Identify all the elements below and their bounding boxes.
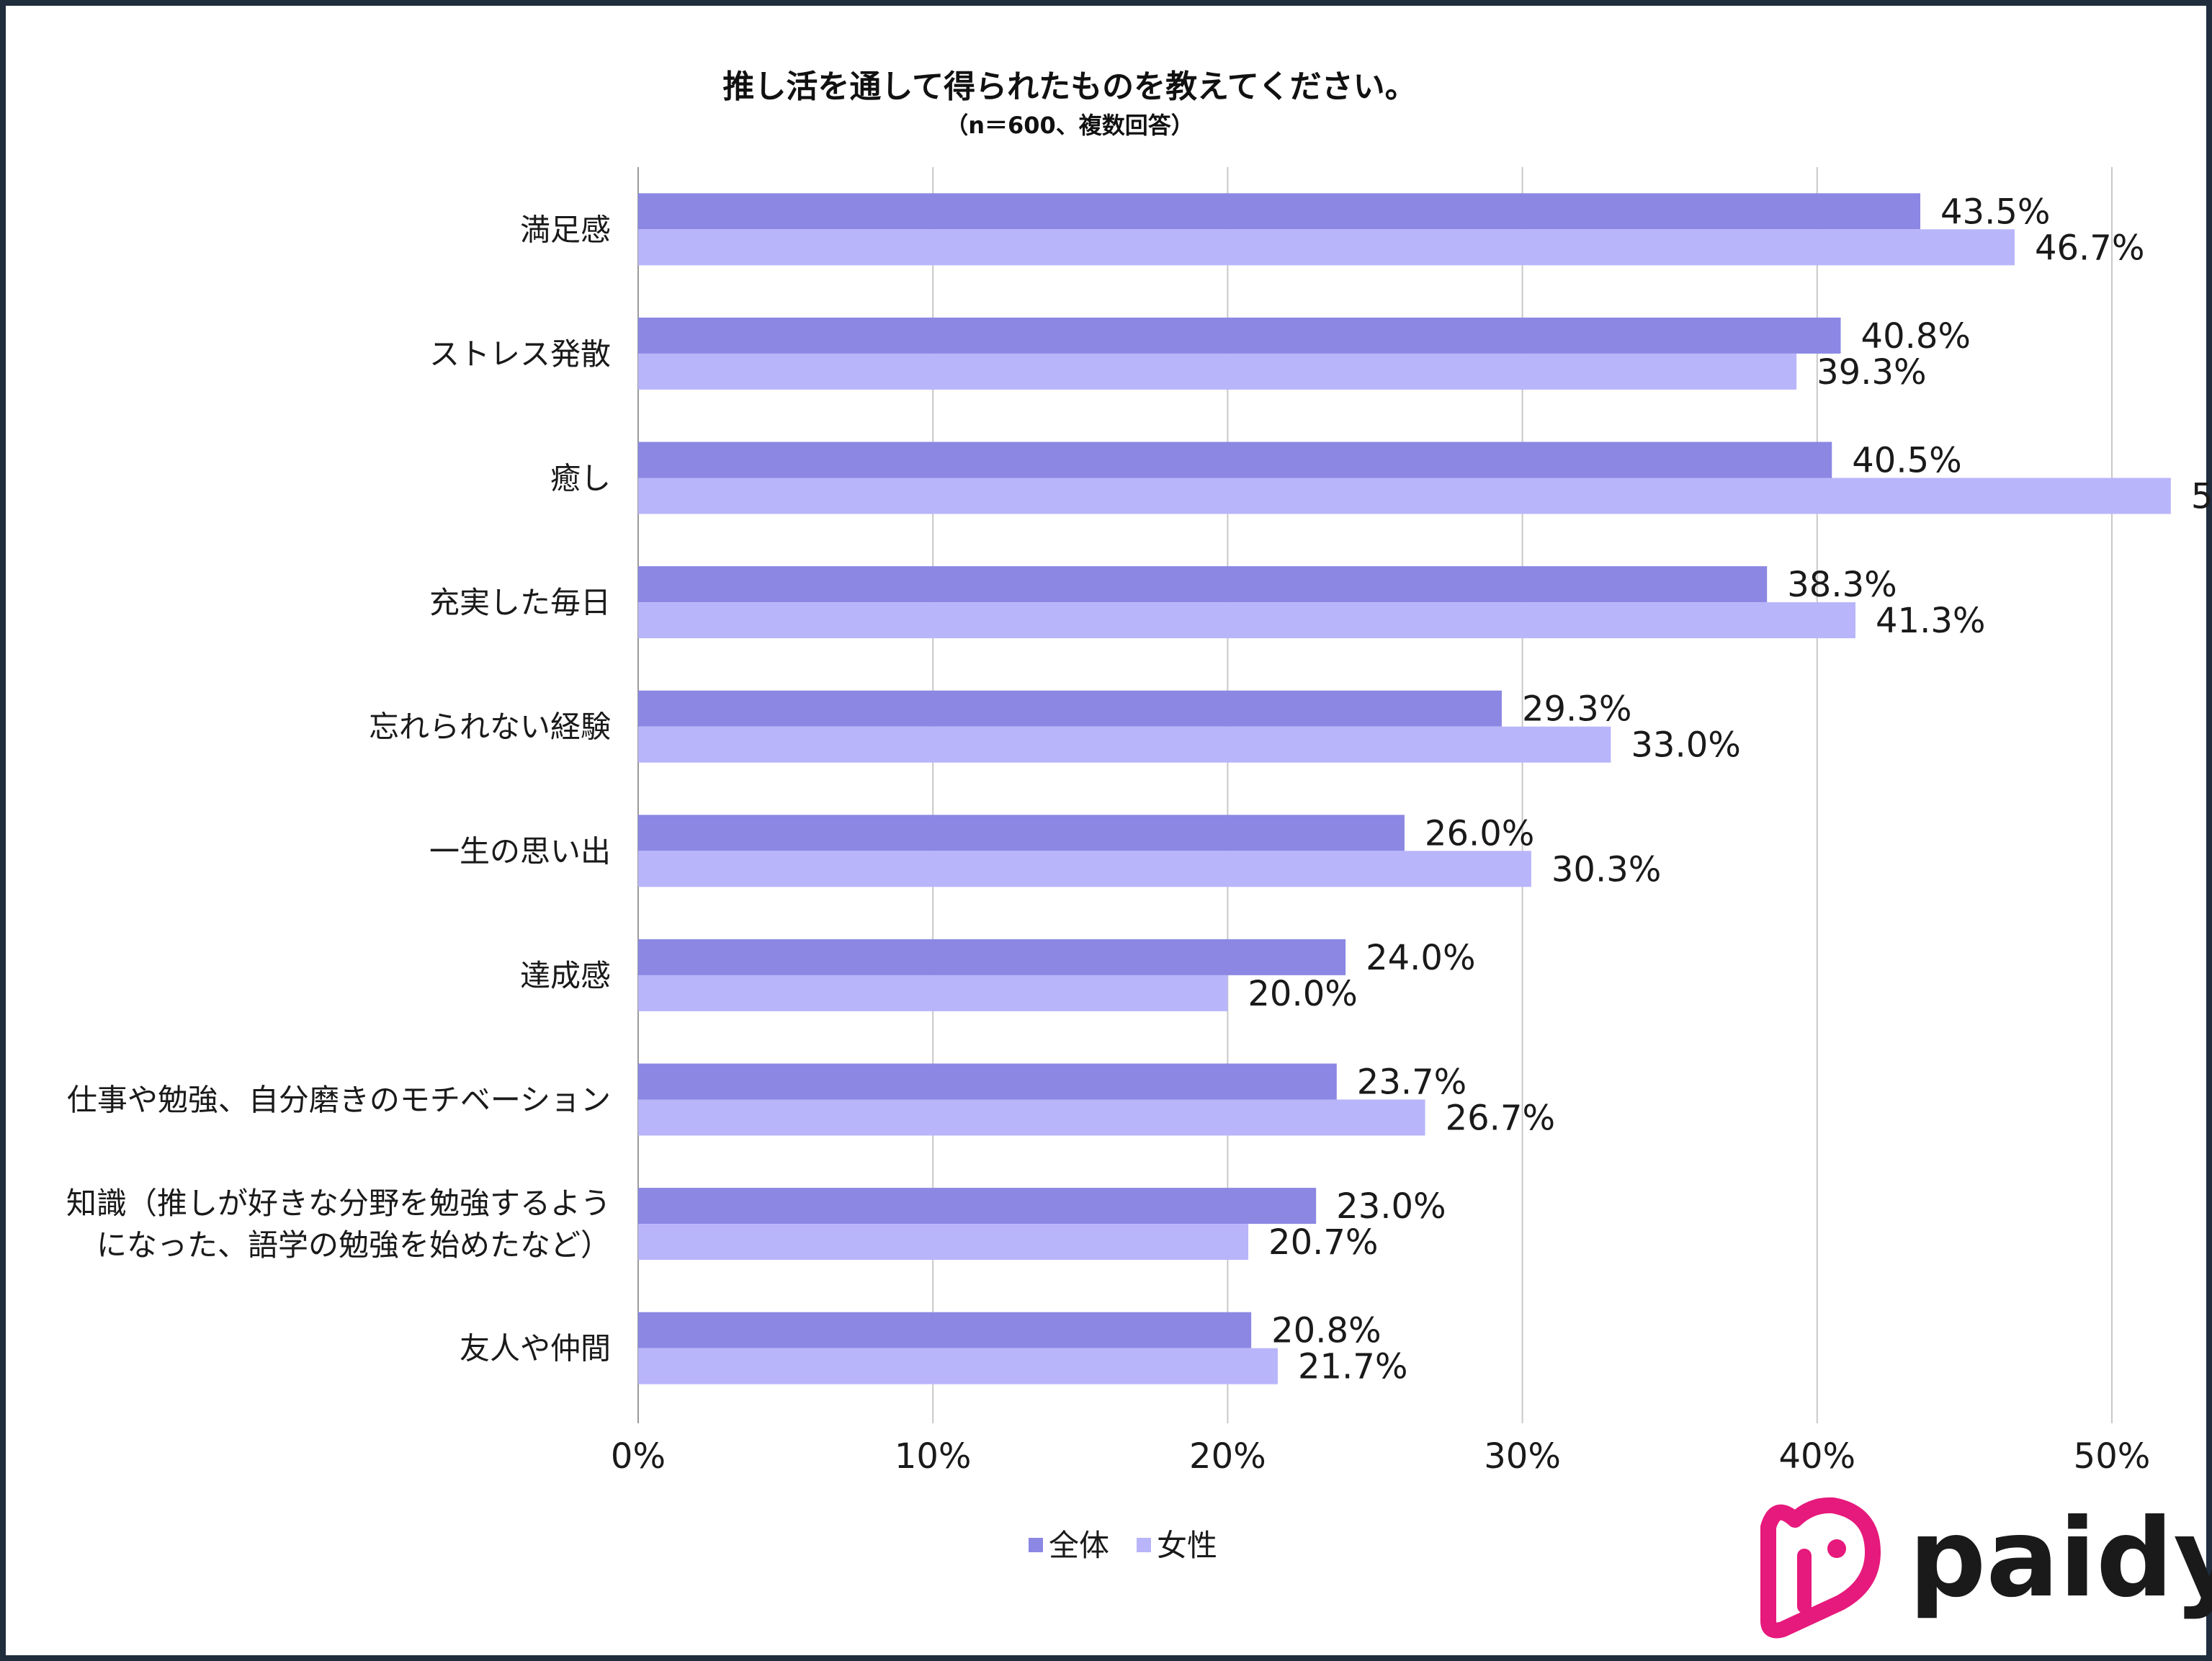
category-label: ストレス発散 xyxy=(429,336,611,372)
data-label: 43.5% xyxy=(1940,192,2050,232)
category-label: 満足感 xyxy=(520,212,611,247)
x-tick-label: 0% xyxy=(611,1436,666,1477)
bar-series2 xyxy=(638,1224,1249,1261)
legend: 全体 女性 xyxy=(1029,1528,1217,1563)
data-label: 33.0% xyxy=(1631,725,1740,766)
data-label: 23.7% xyxy=(1357,1062,1467,1103)
category-label: 友人や仲間 xyxy=(460,1331,611,1366)
paidy-logo-icon xyxy=(1760,1497,1881,1639)
data-label: 40.8% xyxy=(1861,316,1971,357)
bars xyxy=(638,193,2171,1384)
bar-series1 xyxy=(638,939,1346,975)
x-tick-label: 50% xyxy=(2074,1436,2151,1477)
bar-series2 xyxy=(638,602,1855,639)
bar-series2 xyxy=(638,229,2015,266)
bar-series2 xyxy=(638,353,1797,390)
data-label: 30.3% xyxy=(1551,849,1661,890)
data-label: 24.0% xyxy=(1366,938,1475,978)
data-label: 29.3% xyxy=(1522,689,1631,730)
category-label: 達成感 xyxy=(520,958,611,993)
data-label: 52.0% xyxy=(2191,477,2212,517)
data-label: 20.7% xyxy=(1268,1222,1378,1263)
data-label: 40.5% xyxy=(1852,441,1961,481)
bar-series1 xyxy=(638,1063,1337,1100)
data-label: 26.0% xyxy=(1425,813,1534,854)
category-label: 充実した毎日 xyxy=(429,585,611,620)
bar-series1 xyxy=(638,442,1832,478)
bar-series1 xyxy=(638,1312,1252,1348)
legend-label: 女性 xyxy=(1157,1528,1217,1563)
data-label: 20.0% xyxy=(1248,974,1357,1014)
data-label: 46.7% xyxy=(2035,228,2144,268)
bar-series1 xyxy=(638,1188,1317,1225)
category-label: 忘れられない経験 xyxy=(369,709,611,745)
data-labels: 43.5%46.7% 40.8%39.3% 40.5% 52.0% 38.3%41.3%… xyxy=(1248,192,2212,1387)
data-label: 38.3% xyxy=(1787,565,1897,605)
x-tick-label: 20% xyxy=(1189,1436,1266,1477)
bar-series2 xyxy=(638,851,1531,887)
bar-series2 xyxy=(638,726,1611,763)
category-label: 癒し xyxy=(550,461,611,496)
x-tick-label: 30% xyxy=(1484,1436,1561,1477)
bar-series1 xyxy=(638,317,1841,354)
data-label: 41.3% xyxy=(1876,601,1985,641)
bar-series1 xyxy=(638,690,1502,727)
bar-series1 xyxy=(638,566,1768,603)
data-label: 23.0% xyxy=(1336,1186,1446,1227)
category-label: 仕事や勉強、自分磨きのモチベーション xyxy=(67,1083,611,1118)
bar-series2 xyxy=(638,1099,1425,1136)
category-label: 一生の思い出 xyxy=(429,833,611,869)
bar-series2 xyxy=(638,1348,1278,1384)
data-label: 20.8% xyxy=(1271,1311,1381,1351)
legend-swatch xyxy=(1137,1538,1151,1552)
bar-series2 xyxy=(638,478,2171,514)
legend-label: 全体 xyxy=(1049,1528,1109,1563)
x-axis-ticks: 0% 10% 20% 30% 40% 50% xyxy=(611,1436,2150,1477)
paidy-logo-text: paidy xyxy=(1909,1496,2212,1621)
category-label: 知識（推しが好きな分野を勉強するよう xyxy=(66,1186,611,1221)
category-labels: 満足感ストレス発散癒し充実した毎日忘れられない経験一生の思い出達成感仕事や勉強、… xyxy=(66,212,611,1366)
data-label: 21.7% xyxy=(1298,1347,1407,1387)
bar-series1 xyxy=(638,815,1405,851)
data-label: 39.3% xyxy=(1817,352,1926,393)
chart-subtitle: （n＝600、複数回答） xyxy=(945,112,1194,139)
paidy-logo: paidy xyxy=(1760,1496,2212,1639)
category-label: になった、語学の勉強を始めたなど） xyxy=(97,1227,611,1263)
legend-swatch xyxy=(1029,1538,1043,1552)
x-tick-label: 40% xyxy=(1778,1436,1855,1477)
data-label: 26.7% xyxy=(1446,1098,1555,1139)
chart-title: 推し活を通して得られたものを教えてください。 xyxy=(722,68,1416,105)
x-tick-label: 10% xyxy=(895,1436,972,1477)
bar-series2 xyxy=(638,975,1228,1011)
bar-series1 xyxy=(638,193,1921,230)
